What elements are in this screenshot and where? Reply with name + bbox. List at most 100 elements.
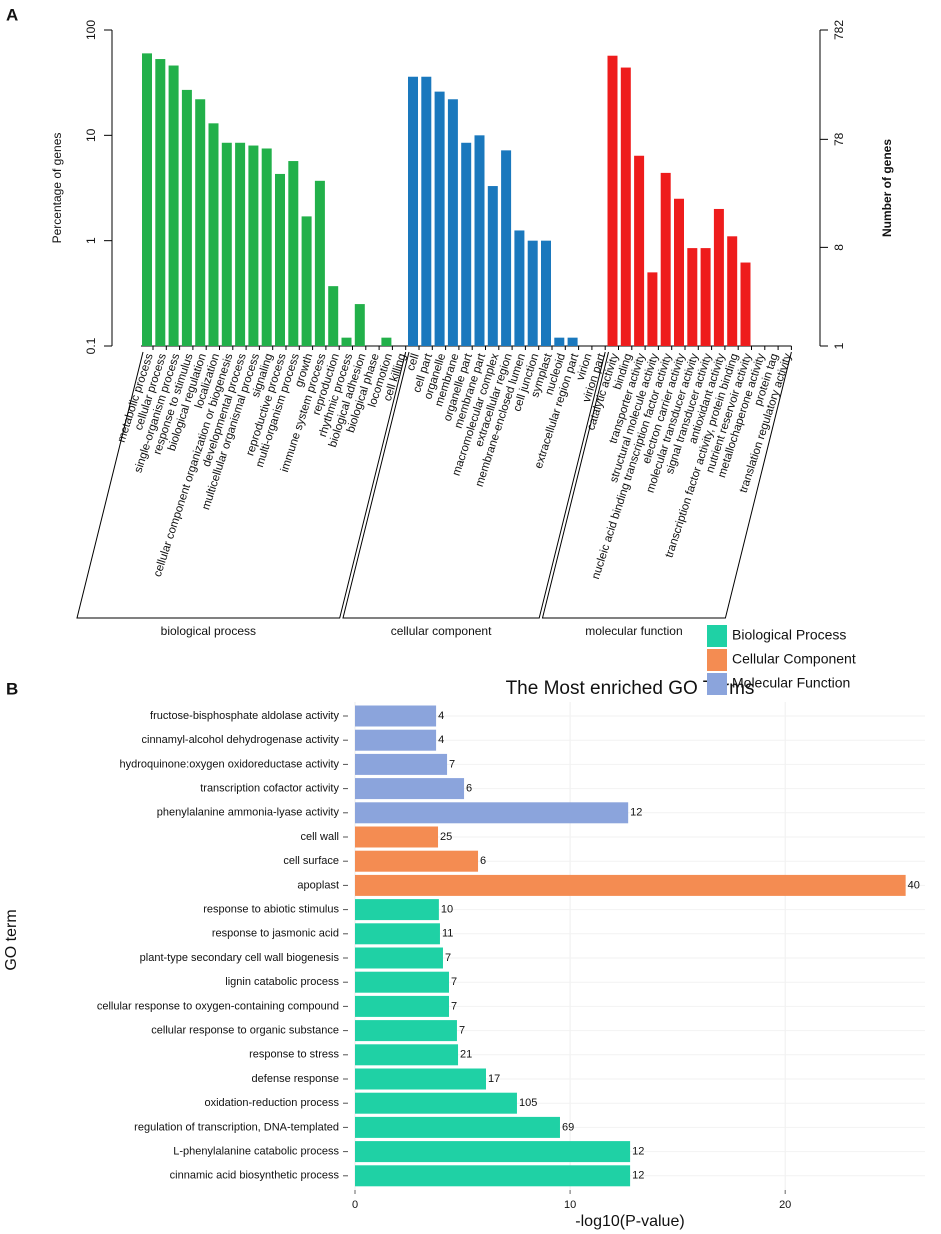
- data-label: 11: [442, 928, 453, 940]
- y-tick-label: lignin catabolic process: [225, 976, 339, 988]
- bar: [261, 148, 272, 346]
- bar: [221, 142, 232, 346]
- bar: [727, 236, 738, 346]
- bar: [355, 1092, 517, 1114]
- data-label: 69: [562, 1121, 574, 1133]
- y-tick-label: 1: [84, 237, 98, 244]
- group-bracket: [541, 351, 792, 619]
- bar: [474, 135, 485, 346]
- y2-tick-label: 8: [832, 244, 846, 251]
- y2-tick-label: 78: [832, 132, 846, 146]
- group-bracket: [76, 351, 407, 619]
- bar: [421, 76, 432, 346]
- panel-label: A: [6, 5, 18, 24]
- bar: [501, 150, 512, 346]
- data-label: 17: [488, 1073, 500, 1085]
- y-tick-label: cinnamic acid biosynthetic process: [170, 1170, 340, 1182]
- legend-swatch: [707, 649, 727, 671]
- data-label: 25: [440, 831, 452, 843]
- bar: [355, 778, 465, 800]
- bar: [541, 240, 551, 346]
- y-tick-label: cinnamyl-alcohol dehydrogenase activity: [142, 734, 340, 746]
- chart-title: The Most enriched GO Terms: [506, 678, 755, 699]
- data-label: 4: [438, 710, 444, 722]
- bar: [155, 59, 166, 347]
- group-bracket: [342, 351, 606, 619]
- bar: [647, 272, 658, 346]
- bar: [355, 995, 449, 1017]
- bar: [355, 705, 437, 727]
- bar: [328, 286, 339, 346]
- bar: [355, 1141, 631, 1163]
- data-label: 7: [451, 1000, 457, 1012]
- bar: [355, 1165, 631, 1187]
- y-tick-label: cellular response to organic substance: [151, 1025, 339, 1037]
- bar: [355, 947, 443, 969]
- bar: [355, 729, 437, 751]
- bar: [355, 850, 479, 872]
- y-tick-label: oxidation-reduction process: [204, 1097, 339, 1109]
- y2-tick-label: 1: [832, 342, 846, 349]
- bar: [554, 337, 565, 346]
- y-tick-label: 10: [84, 128, 98, 142]
- x-axis-label: -log10(P-value): [575, 1213, 684, 1230]
- y-tick-label: response to jasmonic acid: [212, 928, 339, 940]
- bar: [355, 899, 439, 921]
- group-label: biological process: [161, 624, 256, 638]
- group-label: molecular function: [585, 624, 682, 638]
- y-tick-label: response to abiotic stimulus: [203, 904, 339, 916]
- bar: [447, 99, 458, 347]
- data-label: 7: [449, 758, 455, 770]
- y-tick-label: phenylalanine ammonia-lyase activity: [157, 807, 340, 819]
- bar: [355, 802, 629, 824]
- x-tick-label: 10: [564, 1199, 576, 1211]
- bar: [288, 161, 299, 346]
- bar: [620, 67, 631, 346]
- legend-swatch: [707, 625, 727, 647]
- data-label: 7: [451, 976, 457, 988]
- x-tick-label: 0: [352, 1199, 358, 1211]
- y-axis-label: Percentage of genes: [50, 133, 64, 244]
- bar: [713, 208, 724, 346]
- y-tick-label: hydroquinone:oxygen oxidoreductase activ…: [119, 758, 339, 770]
- bar: [607, 55, 618, 347]
- data-label: 7: [445, 952, 451, 964]
- data-label: 12: [630, 807, 642, 819]
- bar: [168, 65, 179, 347]
- y-tick-label: cell surface: [283, 855, 339, 867]
- bar: [355, 1116, 560, 1138]
- y-tick-label: 0.1: [84, 337, 98, 354]
- bar: [487, 186, 498, 346]
- bar: [355, 1068, 486, 1090]
- bar: [355, 923, 440, 945]
- bar: [235, 142, 246, 346]
- bar: [674, 198, 684, 346]
- bar: [381, 337, 392, 346]
- data-label: 12: [632, 1146, 644, 1158]
- y-tick-label: defense response: [252, 1073, 339, 1085]
- y-tick-label: apoplast: [297, 879, 339, 891]
- bar: [314, 180, 325, 346]
- bar: [660, 172, 671, 346]
- bar: [301, 216, 312, 346]
- data-label: 4: [438, 734, 444, 746]
- legend-label: Cellular Component: [732, 651, 856, 667]
- bar: [634, 155, 645, 346]
- bar: [208, 123, 219, 346]
- bar: [687, 248, 698, 346]
- y-tick-label: cellular response to oxygen-containing c…: [97, 1000, 339, 1012]
- bar: [341, 337, 352, 346]
- bar: [461, 142, 472, 346]
- bar: [700, 248, 711, 346]
- panel-label: B: [6, 679, 18, 698]
- data-label: 6: [480, 855, 486, 867]
- y-tick-label: fructose-bisphosphate aldolase activity: [150, 710, 339, 722]
- bar: [355, 1044, 459, 1066]
- legend-label: Molecular Function: [732, 675, 850, 691]
- bar: [248, 145, 259, 346]
- x-tick-label: 20: [779, 1199, 791, 1211]
- legend-swatch: [707, 673, 727, 695]
- y2-axis-label: Number of genes: [880, 139, 894, 237]
- bar: [275, 173, 285, 346]
